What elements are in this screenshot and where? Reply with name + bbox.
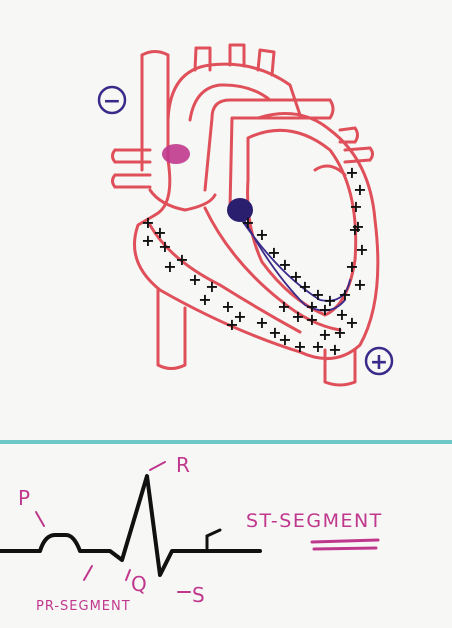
depolarization-plus-mark: + [233, 307, 246, 326]
depolarization-plus-mark: + [338, 285, 351, 304]
septum [203, 206, 342, 332]
inferior-vena-cava [156, 288, 187, 370]
depolarization-plus-mark: + [348, 220, 361, 239]
depolarization-plus-mark: + [311, 285, 324, 304]
aortic-arch-inner [188, 83, 272, 122]
depolarization-plus-mark: + [349, 197, 362, 216]
depolarization-plus-mark: + [311, 337, 324, 356]
depolarization-plus-mark: + [345, 163, 358, 182]
q-wave-label: Q [131, 572, 147, 596]
depolarization-plus-mark: + [163, 257, 176, 276]
label-pointers [35, 461, 191, 593]
depolarization-plus-mark: + [289, 267, 302, 286]
depolarization-plus-mark: + [345, 257, 358, 276]
depolarization-marks: +++ ++++ ++ +++ +++ + + ++ ++++++++++++++++++++ +… [141, 163, 368, 359]
depolarization-plus-mark: + [278, 330, 291, 349]
depolarization-plus-mark: + [333, 323, 346, 342]
depolarization-plus-mark: + [278, 255, 291, 274]
r-wave-label: R [176, 453, 190, 477]
p-wave-label: P [18, 486, 30, 510]
depolarization-plus-mark: + [335, 305, 348, 324]
depolarization-plus-mark: + [221, 297, 234, 316]
depolarization-plus-mark: + [225, 315, 238, 334]
positive-electrode: + [364, 346, 394, 376]
purkinje-fibers [239, 211, 351, 312]
depolarization-plus-mark: + [268, 323, 281, 342]
right-atrium-inner [148, 188, 217, 212]
positive-electrode-symbol: + [370, 350, 388, 375]
depolarization-plus-mark: + [318, 325, 331, 344]
pr-segment-label: PR-SEGMENT [36, 599, 131, 614]
depolarization-plus-mark: + [293, 337, 306, 356]
depolarization-plus-mark: + [255, 225, 268, 244]
pulmonary-trunk [203, 98, 335, 210]
s-wave-label: S [192, 583, 205, 607]
depolarization-plus-mark: + [305, 297, 318, 316]
st-segment-underline [310, 538, 380, 551]
depolarization-plus-mark: + [291, 307, 304, 326]
depolarization-plus-mark: + [345, 313, 358, 332]
ecg-trace [0, 474, 262, 577]
arch-branches [193, 43, 276, 77]
depolarization-plus-mark: + [158, 237, 171, 256]
sa-node [162, 144, 190, 164]
pulmonary-veins-left [111, 148, 152, 189]
heart-outer-wall [133, 112, 380, 361]
aortic-arch [166, 62, 302, 122]
st-segment-label: ST-SEGMENT [246, 510, 383, 532]
depolarization-plus-mark: + [318, 300, 331, 319]
pulmonary-veins-right [338, 126, 374, 164]
depolarization-plus-mark: + [153, 223, 166, 242]
depolarization-plus-mark: + [353, 180, 366, 199]
descending-aorta [323, 348, 357, 387]
depolarization-plus-mark: + [205, 277, 218, 296]
depolarization-plus-mark: + [277, 297, 290, 316]
depolarization-plus-mark: + [241, 213, 254, 232]
depolarization-plus-mark: + [255, 313, 268, 332]
depolarization-plus-mark: + [305, 310, 318, 329]
depolarization-plus-mark: + [175, 250, 188, 269]
depolarization-plus-mark: + [267, 243, 280, 262]
negative-electrode: − [97, 85, 127, 115]
av-node [227, 198, 253, 222]
right-ventricle-inner [148, 223, 302, 334]
depolarization-plus-mark: + [188, 270, 201, 289]
depolarization-plus-mark: + [198, 290, 211, 309]
left-ventricle-inner [246, 128, 358, 317]
heart-outline [111, 43, 380, 387]
divider-line [0, 440, 452, 444]
depolarization-plus-mark: + [355, 240, 368, 259]
depolarization-plus-mark: + [298, 277, 311, 296]
depolarization-plus-mark: + [323, 291, 336, 310]
depolarization-plus-mark: + [353, 275, 366, 294]
depolarization-plus-mark: + [141, 231, 154, 250]
ventricle-notch [313, 164, 347, 177]
st-segment-line [205, 528, 222, 550]
depolarization-plus-mark: + [141, 213, 154, 232]
depolarization-plus-mark: + [328, 340, 341, 359]
depolarization-plus-mark: + [351, 217, 364, 236]
negative-electrode-symbol: − [103, 89, 121, 114]
